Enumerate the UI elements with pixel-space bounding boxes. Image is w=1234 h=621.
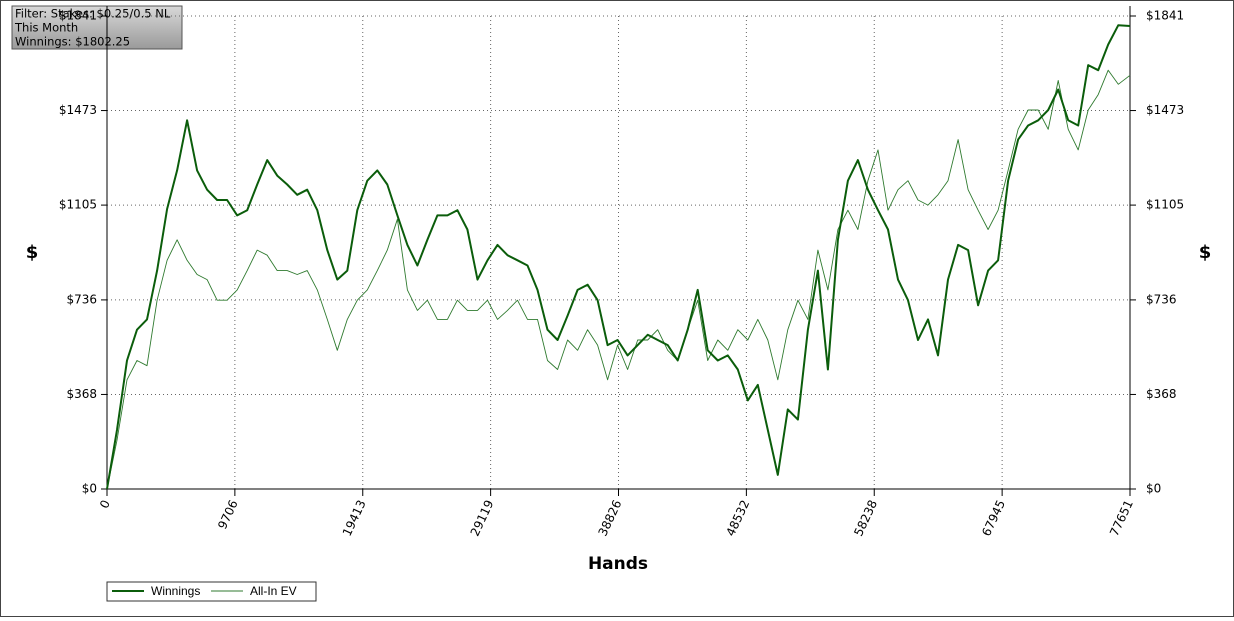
legend xyxy=(106,581,317,602)
y-tick-label: $1841 xyxy=(59,9,97,23)
filter-text: Winnings: $1802.25 xyxy=(15,35,130,49)
y-tick-label: $1473 xyxy=(59,103,97,117)
y-tick-label-right: $1841 xyxy=(1146,9,1184,23)
y-tick-label: $736 xyxy=(66,292,97,306)
y-tick-label: $368 xyxy=(66,387,97,401)
filter-text: This Month xyxy=(14,21,78,35)
y-tick-label-right: $1473 xyxy=(1146,103,1184,117)
y-tick-label-right: $736 xyxy=(1146,292,1177,306)
legend-label: All-In EV xyxy=(250,584,297,598)
series-line xyxy=(106,24,1131,490)
x-axis-label: Hands xyxy=(588,554,648,574)
y-tick-label-right: $368 xyxy=(1146,387,1177,401)
y-tick-label-right: $0 xyxy=(1146,482,1161,496)
y-axis-label: $ xyxy=(26,242,39,263)
filter-text: Filter: Stakes: $0.25/0.5 NL xyxy=(15,7,171,21)
legend-label: Winnings xyxy=(151,584,200,598)
series-line xyxy=(106,69,1131,490)
y-axis-label-right: $ xyxy=(1199,242,1212,263)
filter-box xyxy=(11,5,183,50)
y-tick-label: $1105 xyxy=(59,198,97,212)
y-tick-label-right: $1105 xyxy=(1146,198,1184,212)
y-tick-label: $0 xyxy=(82,482,97,496)
